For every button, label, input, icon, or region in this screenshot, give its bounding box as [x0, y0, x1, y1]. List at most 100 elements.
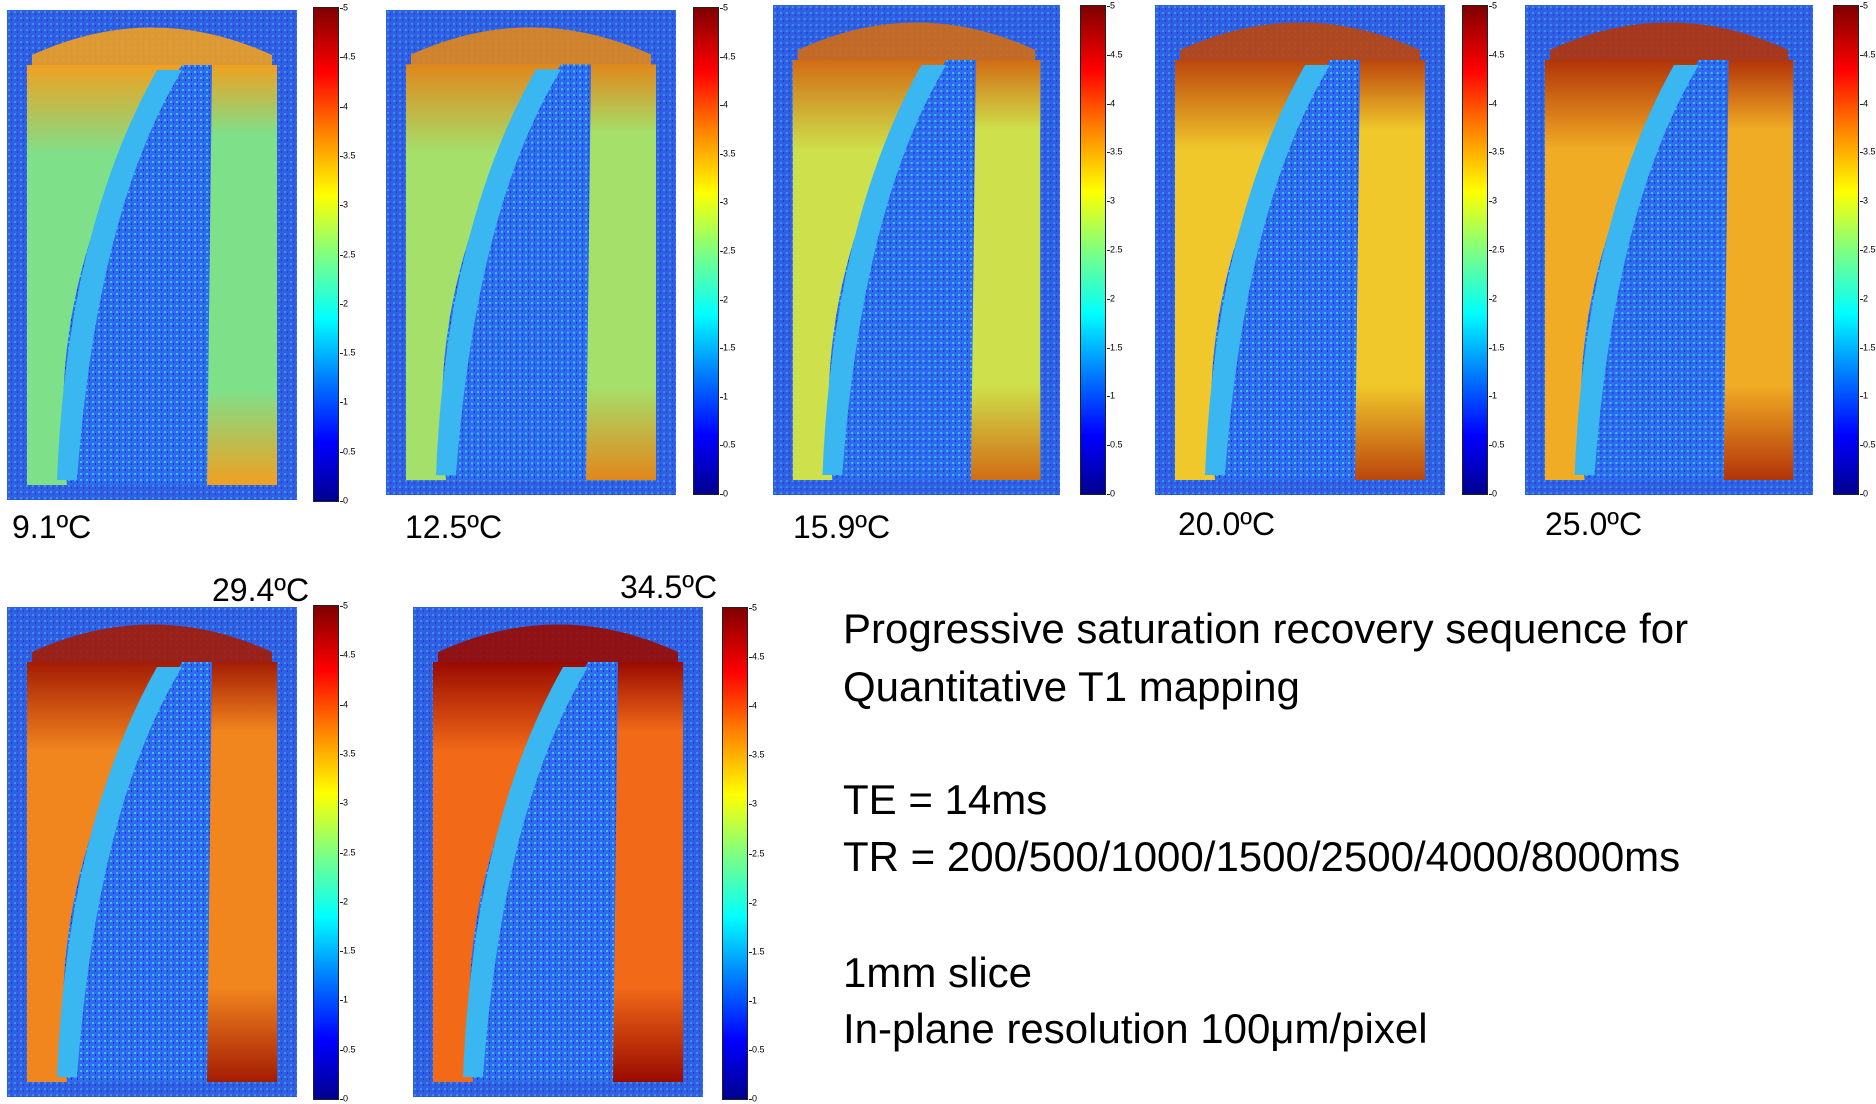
colorbar-tick-mark [340, 106, 343, 108]
colorbar-tick-label: 0.5 [723, 439, 736, 450]
temperature-map-image [7, 10, 297, 500]
colorbar-tick-mark [720, 105, 723, 107]
colorbar-tick-label: 1.5 [1863, 342, 1876, 353]
colorbar-tick-mark [1860, 152, 1863, 154]
colorbar-tick-label: 1.5 [723, 342, 736, 353]
colorbar-tick-mark [340, 451, 343, 453]
colorbar-tick-mark [720, 445, 723, 447]
colorbar-tick-label: 3 [752, 798, 758, 809]
temperature-label: 20.0ºC [1178, 506, 1276, 542]
colorbar-tick-label: 2.5 [1492, 244, 1505, 255]
colorbar-tick-label: 4 [752, 700, 758, 711]
colorbar-tick-mark [340, 852, 343, 854]
colorbar-tick-mark [340, 1099, 343, 1100]
colorbar-tick-mark [1489, 6, 1492, 7]
colorbar-tick-label: 3 [723, 196, 729, 207]
colorbar-tick-mark [749, 657, 752, 659]
colorbar-tick-mark [340, 303, 343, 305]
colorbar-tick-label: 4.5 [752, 651, 765, 662]
colorbar-tick-label: 1 [752, 995, 758, 1006]
colorbar: 5 4.5 4 3.5 3 2.5 2 1.5 1 0.5 0 [1080, 1, 1123, 498]
colorbar-tick-label: 1 [1863, 390, 1869, 401]
colorbar-tick-mark [749, 706, 752, 708]
colorbar-tick-mark [720, 153, 723, 155]
temperature-map-image [773, 5, 1060, 495]
colorbar-tick-mark [720, 251, 723, 252]
colorbar-tick-label: 1.5 [752, 946, 765, 957]
colorbar-tick-label: 2.5 [1110, 244, 1123, 255]
colorbar-tick-label: 4.5 [723, 51, 736, 62]
colorbar-tick-mark [1489, 347, 1492, 349]
colorbar-tick-label: 3 [343, 199, 349, 210]
colorbar-tick-label: 4 [343, 699, 349, 710]
colorbar-tick-label: 1 [343, 396, 349, 407]
colorbar-tick-mark [1489, 152, 1492, 154]
colorbar-tick-label: 2.5 [1863, 244, 1876, 255]
colorbar-tick-label: 2 [1110, 293, 1116, 304]
colorbar-tick-label: 5 [723, 2, 729, 13]
colorbar-tick-label: 5 [343, 2, 349, 13]
colorbar-tick-mark [1489, 250, 1492, 251]
colorbar-tick-mark [1489, 445, 1492, 447]
colorbar-tick-label: 3.5 [1492, 146, 1505, 157]
colorbar-tick-label: 1 [723, 391, 729, 402]
colorbar-tick-mark [340, 901, 343, 903]
colorbar: 5 4.5 4 3.5 3 2.5 2 1.5 1 0.5 0 [722, 603, 765, 1103]
colorbar-tick-label: 0.5 [752, 1044, 765, 1055]
colorbar-tick-label: 0.5 [1110, 439, 1123, 450]
colorbar-tick-label: 0.5 [1863, 439, 1876, 450]
colorbar-tick-mark [340, 1049, 343, 1051]
colorbar-tick-label: 0.5 [1492, 439, 1505, 450]
colorbar-tick-label: 1 [343, 994, 349, 1005]
colorbar-tick-mark [1107, 6, 1110, 7]
colorbar-tick-mark [1860, 250, 1863, 251]
colorbar-tick-mark [1489, 103, 1492, 105]
colorbar-tick-label: 3.5 [343, 748, 356, 759]
colorbar: 5 4.5 4 3.5 3 2.5 2 1.5 1 0.5 0 [693, 3, 736, 498]
colorbar-tick-label: 1.5 [343, 945, 356, 956]
colorbar: 5 4.5 4 3.5 3 2.5 2 1.5 1 0.5 0 [313, 601, 356, 1103]
colorbar-tick-label: 5 [1110, 0, 1116, 11]
colorbar-tick-label: 3 [1492, 195, 1498, 206]
colorbar-tick-mark [720, 396, 723, 398]
colorbar-tick-label: 4 [1863, 98, 1869, 109]
colorbar-tick-label: 4.5 [1110, 49, 1123, 60]
colorbar-tick-mark [720, 56, 723, 58]
colorbar-tick-label: 1.5 [343, 347, 356, 358]
colorbar-tick-label: 0 [752, 1093, 758, 1104]
colorbar-tick-mark [749, 608, 752, 609]
colorbar-tick-mark [720, 202, 723, 204]
temperature-map-image [413, 607, 703, 1097]
sequence-title-line1: Progressive saturation recovery sequence… [843, 605, 1689, 652]
colorbar-tick-mark [340, 606, 343, 607]
colorbar-tick-label: 4.5 [1863, 49, 1876, 60]
colorbar-tick-label: 5 [1863, 0, 1869, 11]
colorbar-tick-label: 0 [1863, 488, 1869, 499]
colorbar-tick-label: 3.5 [1110, 146, 1123, 157]
temperature-map-image [386, 10, 676, 495]
colorbar-tick-mark [1860, 347, 1863, 349]
colorbar-tick-label: 0 [343, 1093, 349, 1104]
colorbar-tick-mark [1860, 54, 1863, 56]
colorbar-tick-label: 0.5 [343, 1044, 356, 1055]
colorbar-tick-label: 3.5 [752, 749, 765, 760]
colorbar: 5 4.5 4 3.5 3 2.5 2 1.5 1 0.5 0 [313, 3, 356, 505]
colorbar-tick-label: 4.5 [343, 649, 356, 660]
temperature-map-image [1525, 5, 1813, 495]
colorbar-tick-label: 0 [1492, 488, 1498, 499]
colorbar-tick-label: 2 [1863, 293, 1869, 304]
colorbar-tick-mark [340, 353, 343, 355]
colorbar-tick-mark [749, 755, 752, 757]
colorbar-tick-mark [340, 205, 343, 207]
colorbar: 5 4.5 4 3.5 3 2.5 2 1.5 1 0.5 0 [1462, 1, 1505, 498]
in-plane-resolution: In-plane resolution 100μm/pixel [843, 1005, 1428, 1052]
colorbar-tick-label: 4.5 [1492, 49, 1505, 60]
colorbar-tick-mark [749, 853, 752, 855]
colorbar-tick-mark [1107, 201, 1110, 203]
colorbar-tick-mark [749, 804, 752, 806]
colorbar-tick-mark [720, 348, 723, 350]
colorbar-tick-label: 2.5 [752, 848, 765, 858]
colorbar-tick-mark [340, 402, 343, 404]
sequence-title-line2: Quantitative T1 mapping [843, 663, 1300, 710]
colorbar-tick-mark [1860, 201, 1863, 203]
